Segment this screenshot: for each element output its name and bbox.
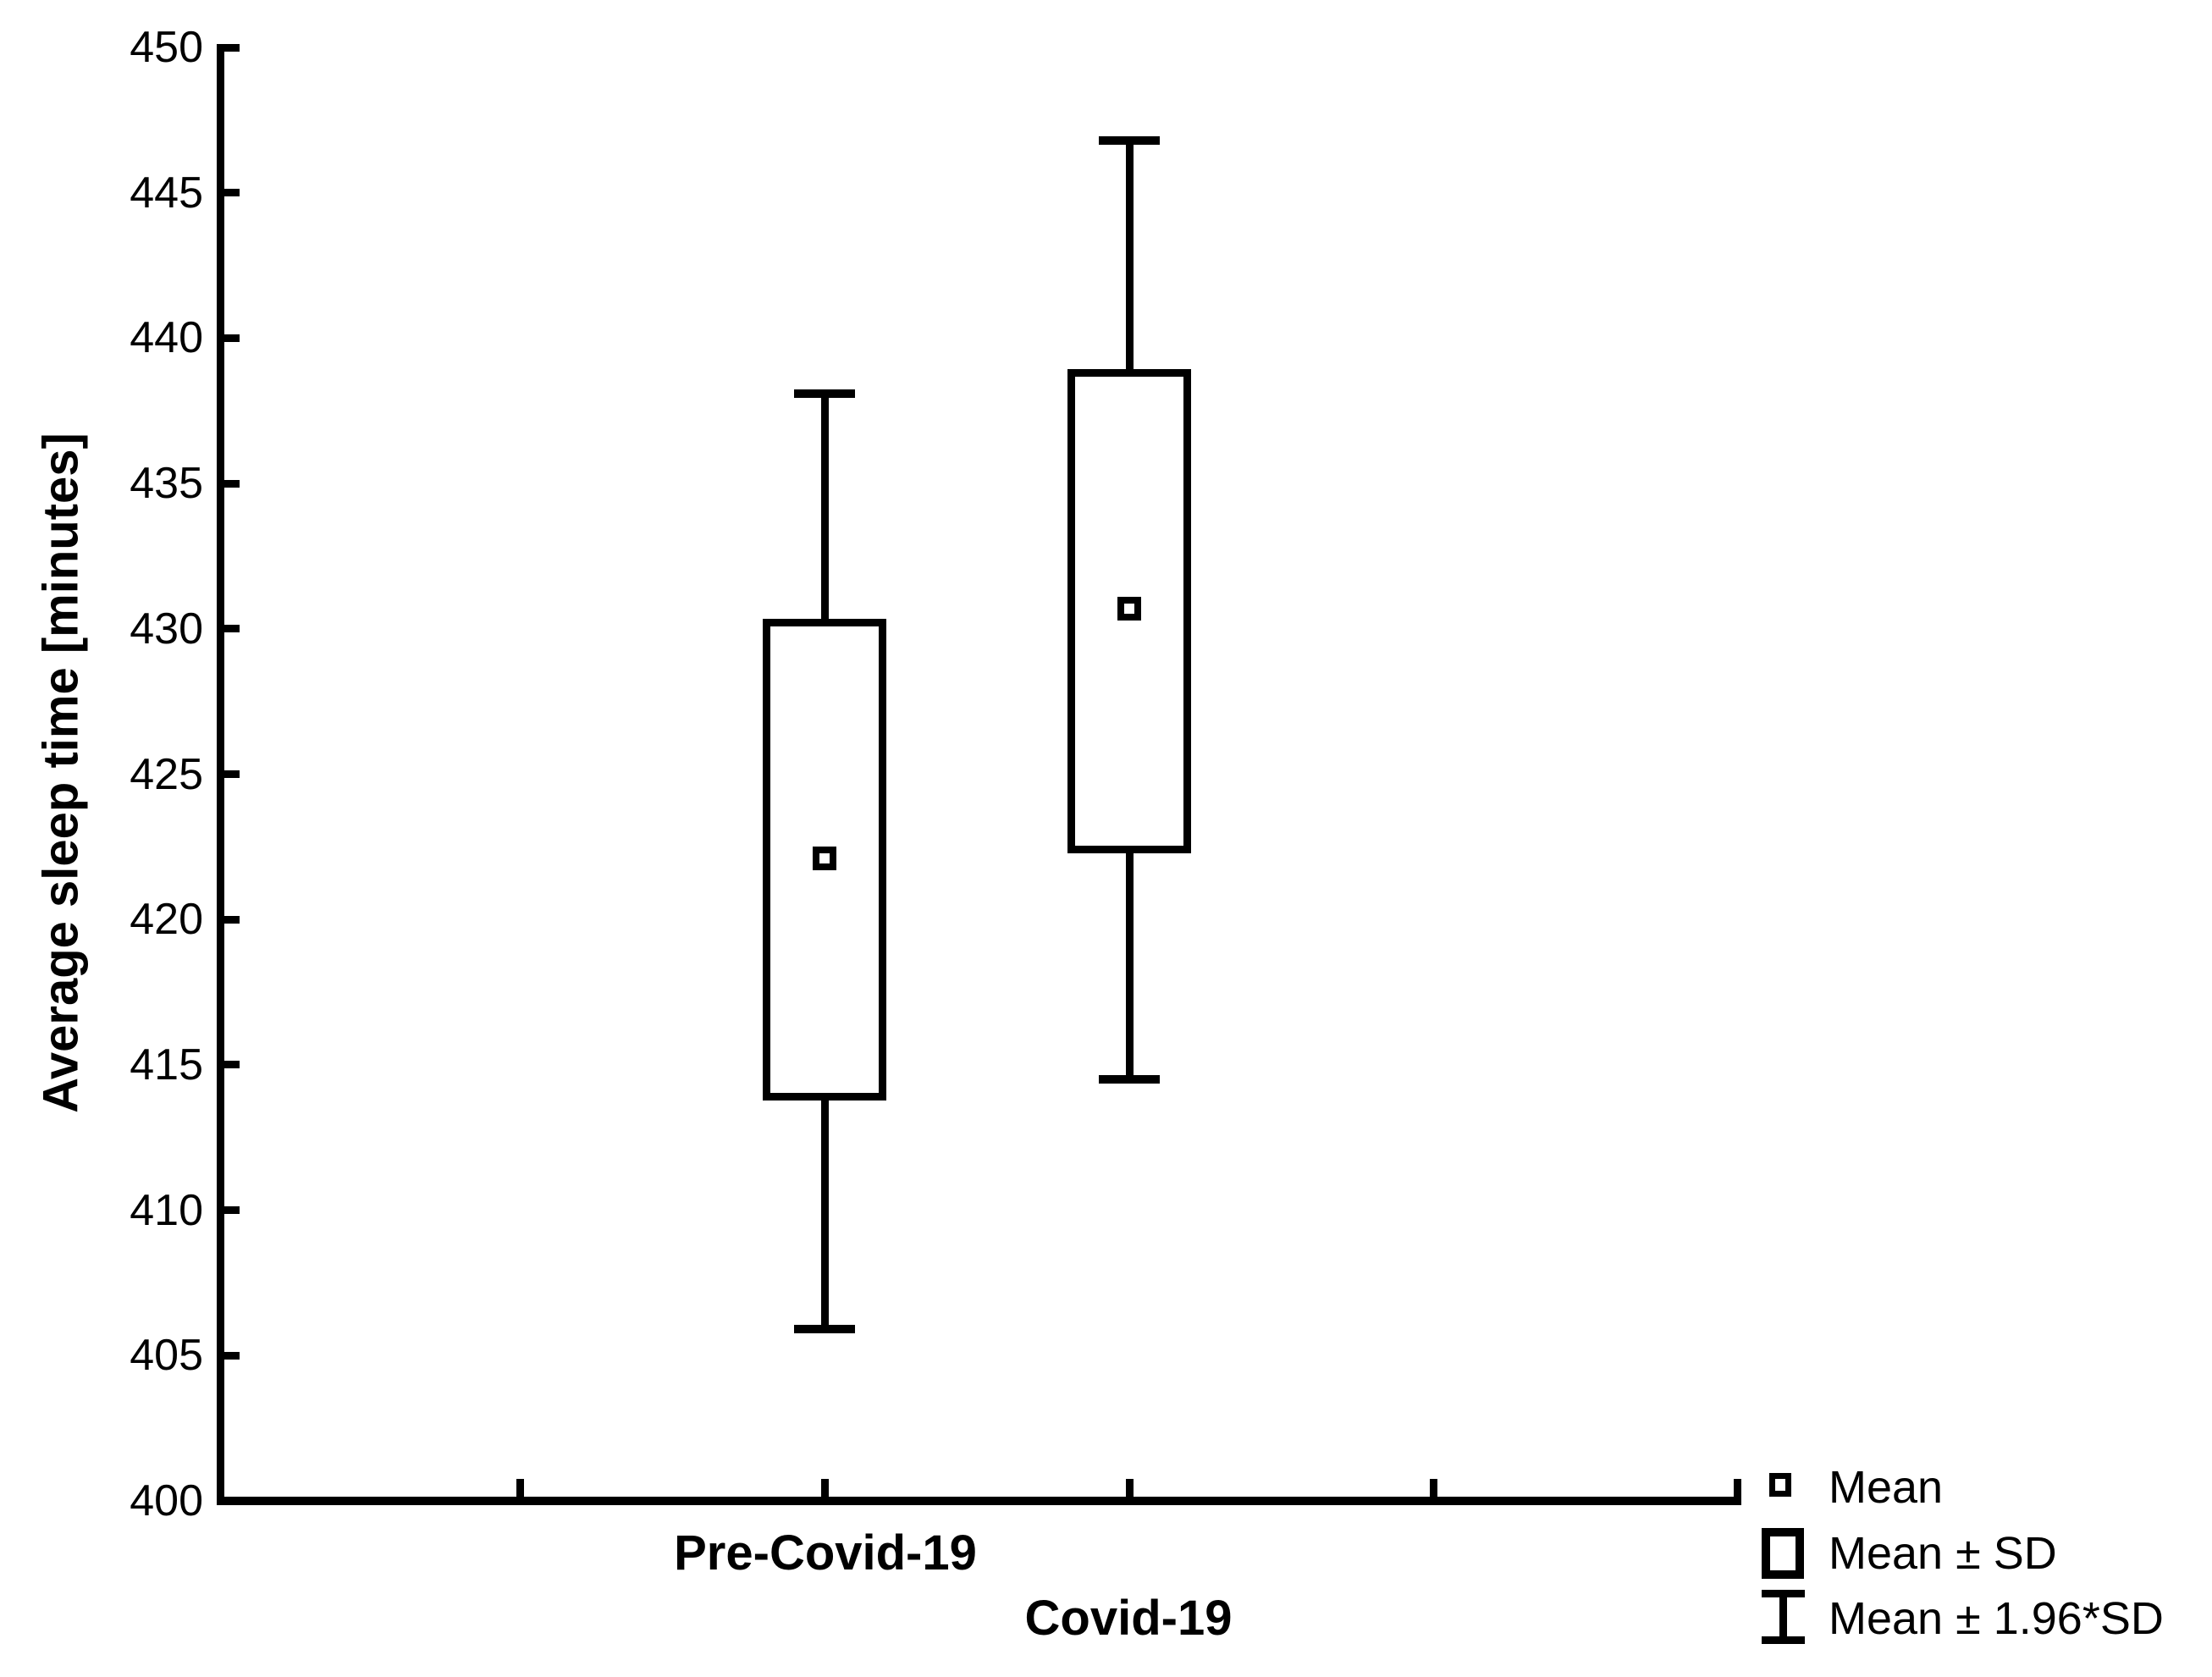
legend-label-mean-196sd: Mean ± 1.96*SD <box>1829 1593 2164 1644</box>
y-tick-label: 400 <box>130 1476 203 1525</box>
y-tick-label: 405 <box>130 1331 203 1381</box>
y-tick-label: 445 <box>130 168 203 218</box>
y-tick <box>223 43 240 52</box>
x-tick <box>1125 1479 1134 1498</box>
y-tick <box>223 1497 240 1505</box>
y-tick <box>223 915 240 924</box>
y-tick-label: 440 <box>130 313 203 363</box>
x-tick <box>820 1479 829 1498</box>
y-tick <box>223 1206 240 1215</box>
x-tick <box>1733 1479 1741 1498</box>
y-tick <box>223 625 240 633</box>
mean-marker <box>1117 596 1141 621</box>
y-tick <box>223 334 240 342</box>
y-tick-label: 415 <box>130 1040 203 1089</box>
legend-error-bar-stem <box>1779 1590 1787 1644</box>
y-axis-line <box>217 44 224 1505</box>
legend-label-mean-sd: Mean ± SD <box>1829 1528 2057 1579</box>
y-tick <box>223 1351 240 1360</box>
x-category-label: Covid-19 <box>1024 1591 1233 1646</box>
y-tick <box>223 189 240 197</box>
x-tick <box>516 1479 524 1498</box>
whisker-cap-bottom <box>794 1325 855 1334</box>
y-tick <box>223 1061 240 1069</box>
x-tick <box>1429 1479 1437 1498</box>
whisker-cap-top <box>794 389 855 398</box>
mean-marker <box>813 847 836 871</box>
legend-sd-box-icon <box>1762 1528 1804 1579</box>
x-category-label: Pre-Covid-19 <box>674 1525 977 1580</box>
whisker-cap-bottom <box>1099 1075 1160 1084</box>
y-tick-label: 420 <box>130 895 203 945</box>
y-tick-label: 450 <box>130 23 203 72</box>
whisker-cap-top <box>1099 135 1160 145</box>
y-tick-label: 430 <box>130 604 203 654</box>
legend-label-mean: Mean <box>1829 1462 1944 1513</box>
legend-mean-square-icon <box>1769 1473 1791 1497</box>
y-tick <box>223 770 240 778</box>
y-tick-label: 435 <box>130 459 203 509</box>
legend-error-bar-bottom-cap <box>1762 1636 1805 1644</box>
y-tick-label: 425 <box>130 749 203 799</box>
y-tick <box>223 479 240 488</box>
x-axis-line <box>217 1497 1741 1505</box>
y-tick-label: 410 <box>130 1185 203 1235</box>
